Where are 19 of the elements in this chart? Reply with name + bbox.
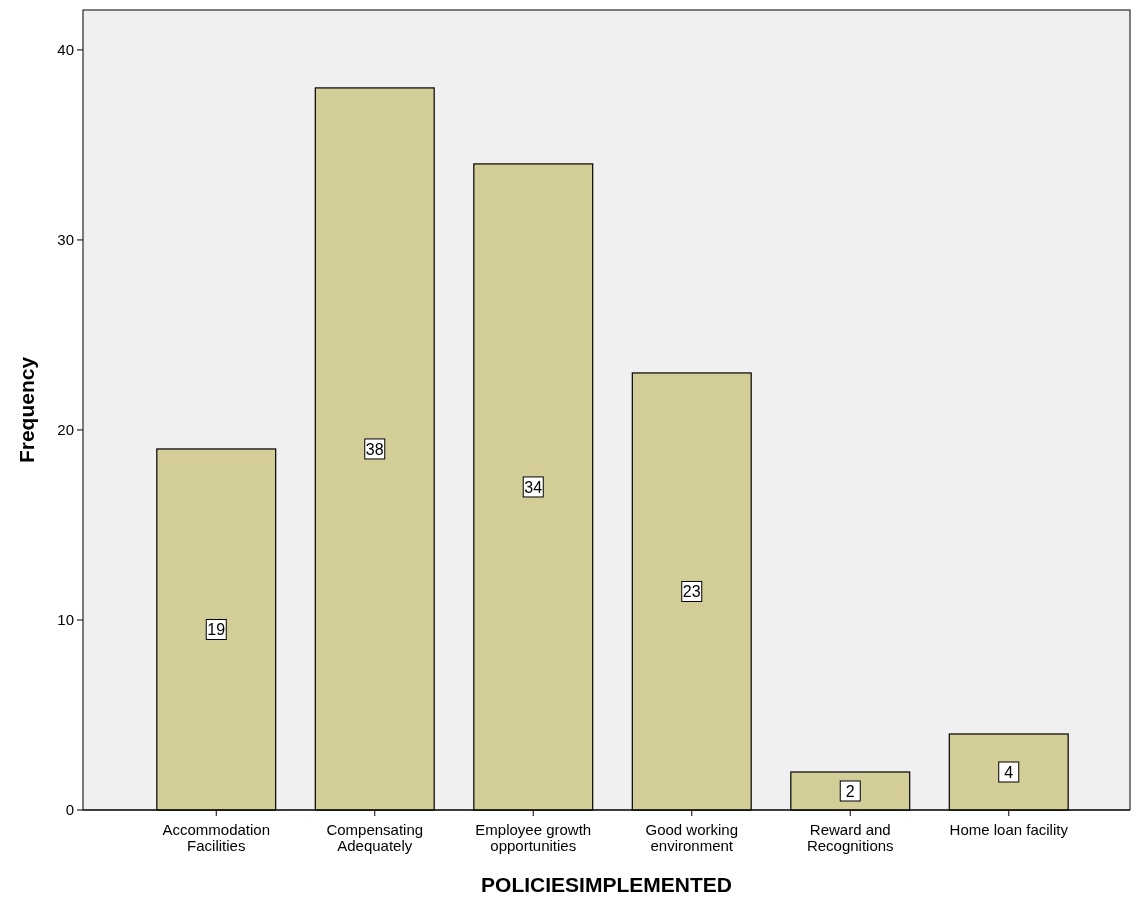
x-tick-label: Compensating Adequately — [326, 821, 424, 854]
x-tick-label: Accommodation Facilities — [162, 821, 271, 854]
y-tick-label: 10 — [57, 610, 74, 628]
y-tick-label: 0 — [65, 801, 74, 818]
data-label: 19 — [207, 621, 226, 639]
x-tick-label: Home loan facility — [949, 821, 1069, 838]
y-axis-title: Frequency — [15, 356, 38, 464]
x-tick-label: Employee growth opportunities — [475, 821, 592, 854]
y-tick-label: 30 — [57, 230, 74, 248]
data-label: 34 — [524, 478, 543, 496]
data-label: 2 — [845, 783, 855, 800]
data-label: 38 — [365, 440, 384, 458]
y-tick-label: 40 — [57, 40, 74, 58]
y-tick-label: 20 — [57, 420, 74, 438]
x-tick-label: Good working environment — [645, 821, 739, 854]
x-tick-label: Reward and Recognitions — [806, 821, 894, 854]
data-label: 4 — [1004, 764, 1014, 781]
data-label: 23 — [682, 583, 701, 601]
x-axis-title: POLICIESIMPLEMENTED — [481, 873, 732, 896]
